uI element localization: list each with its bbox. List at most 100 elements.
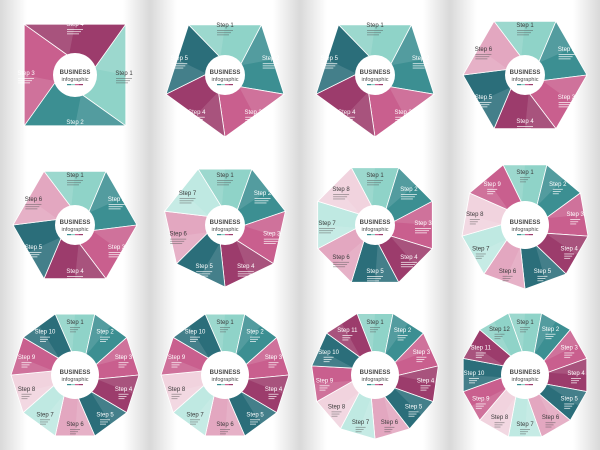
step-description-line	[171, 364, 180, 366]
step-description-line	[171, 393, 182, 395]
step-label: Step 4	[66, 22, 84, 28]
segment-fold	[546, 358, 587, 375]
step-description-line	[250, 419, 260, 421]
step-description-line	[552, 193, 559, 195]
step-description-line	[420, 389, 427, 391]
center-color-bar	[375, 234, 379, 236]
step-description-line	[475, 407, 482, 409]
step-description-line	[70, 433, 76, 435]
step-description-line	[333, 198, 346, 200]
step-description-line	[171, 362, 182, 364]
segment-fold	[240, 24, 273, 66]
step-description-line	[545, 424, 554, 426]
center-subtitle: infographic	[212, 227, 239, 233]
step-description-line	[494, 336, 503, 337]
step-description-line	[420, 387, 429, 389]
segment-fold	[525, 92, 556, 129]
step-description-line	[220, 429, 230, 430]
center-color-bar	[71, 384, 75, 386]
step-label: Step 4	[265, 387, 283, 393]
step-label: Step 4	[417, 378, 435, 384]
segment-fold	[39, 394, 65, 436]
step-description-line	[190, 421, 198, 423]
step-description-line	[415, 230, 429, 232]
step-label: Step 2	[96, 330, 114, 336]
center-circle	[505, 55, 545, 95]
segment-fold	[205, 314, 225, 354]
step-description-line	[408, 413, 417, 415]
step-description-line	[268, 398, 275, 400]
step-description-line	[367, 280, 379, 282]
step-description-line	[520, 327, 530, 328]
step-label: Step 4	[66, 269, 84, 275]
diagram-nonagon-9: Step 1 Step 2 Step 3 Step 4 Step 5 Step 6 Step…	[450, 150, 600, 300]
step-label: Step 6	[170, 232, 188, 238]
step-description-line	[217, 32, 231, 34]
step-description-line	[408, 415, 415, 417]
center-color-bar	[371, 234, 375, 236]
segment-fold	[389, 235, 433, 266]
step-description-line	[67, 180, 83, 181]
step-description-line	[25, 254, 40, 256]
segment-fold	[195, 91, 225, 137]
step-description-line	[118, 366, 125, 368]
segment-fold	[75, 396, 95, 436]
step-label: Step 7	[472, 247, 490, 253]
step-description-line	[108, 208, 121, 210]
segment-fold	[161, 356, 204, 375]
step-description-line	[570, 223, 577, 225]
step-description-line	[319, 232, 331, 234]
diagram-svg: Step 1 Step 2 Step 3 Step 4 Step 5 Step 6 BUSI…	[12, 170, 138, 282]
step-description-line	[338, 119, 353, 120]
center-color-bar	[529, 384, 533, 386]
step-description-line	[517, 34, 529, 36]
step-label: Step 1	[366, 320, 384, 326]
step-label: Step 3	[414, 221, 432, 227]
step-description-line	[475, 54, 492, 55]
segment-fold	[383, 395, 410, 434]
center-color-bar	[71, 84, 75, 86]
center-subtitle: infographic	[512, 377, 539, 383]
step-description-line	[517, 126, 533, 127]
step-description-line	[558, 104, 573, 106]
step-description-line	[220, 327, 230, 328]
step-description-line	[118, 362, 129, 364]
step-description-line	[250, 338, 258, 340]
step-description-line	[415, 232, 427, 234]
step-description-line	[250, 423, 256, 425]
step-description-line	[571, 380, 579, 382]
step-description-line	[268, 366, 275, 368]
step-description-line	[517, 30, 533, 31]
step-label: Step 5	[405, 404, 423, 410]
center-color-bar	[229, 384, 233, 386]
step-description-line	[188, 116, 205, 118]
segment-fold	[94, 337, 133, 366]
step-description-line	[487, 191, 496, 192]
center-subtitle: infographic	[512, 227, 539, 233]
step-label: Step 4	[115, 387, 133, 393]
segment-fold	[328, 391, 361, 429]
center-title: BUSINESS	[210, 220, 241, 226]
diagram-hexagon-6b: Step 1 Step 2 Step 3 Step 4 Step 5 Step 6 BUSI…	[0, 150, 150, 300]
step-description-line	[40, 336, 50, 338]
diagram-svg: Step 1 Step 2 Step 3 Step 4 Step 5 Step 6 Step…	[316, 166, 434, 284]
segment-fold	[533, 313, 556, 355]
segment-fold	[392, 201, 433, 225]
step-description-line	[517, 32, 531, 34]
step-label: Step 3	[413, 350, 431, 356]
step-label: Step 1	[366, 173, 384, 179]
step-label: Step 6	[499, 269, 517, 275]
diagram-decagon-10b: Step 1 Step 2 Step 3 Step 4 Step 5 Step 6 Step…	[150, 300, 300, 450]
center-color-bar	[521, 384, 525, 386]
step-label: Step 5	[321, 56, 339, 62]
step-description-line	[469, 378, 479, 379]
step-label: Step 4	[338, 110, 356, 116]
step-label: Step 3	[265, 355, 283, 361]
center-color-bar	[225, 384, 229, 386]
step-description-line	[333, 194, 350, 195]
step-description-line	[319, 228, 335, 229]
step-description-line	[494, 338, 501, 340]
center-circle	[355, 205, 395, 245]
segment-fold	[508, 313, 525, 354]
diagram-svg: Step 1 Step 2 Step 3 Step 4 Step 5 Step 6 Step…	[311, 312, 439, 440]
